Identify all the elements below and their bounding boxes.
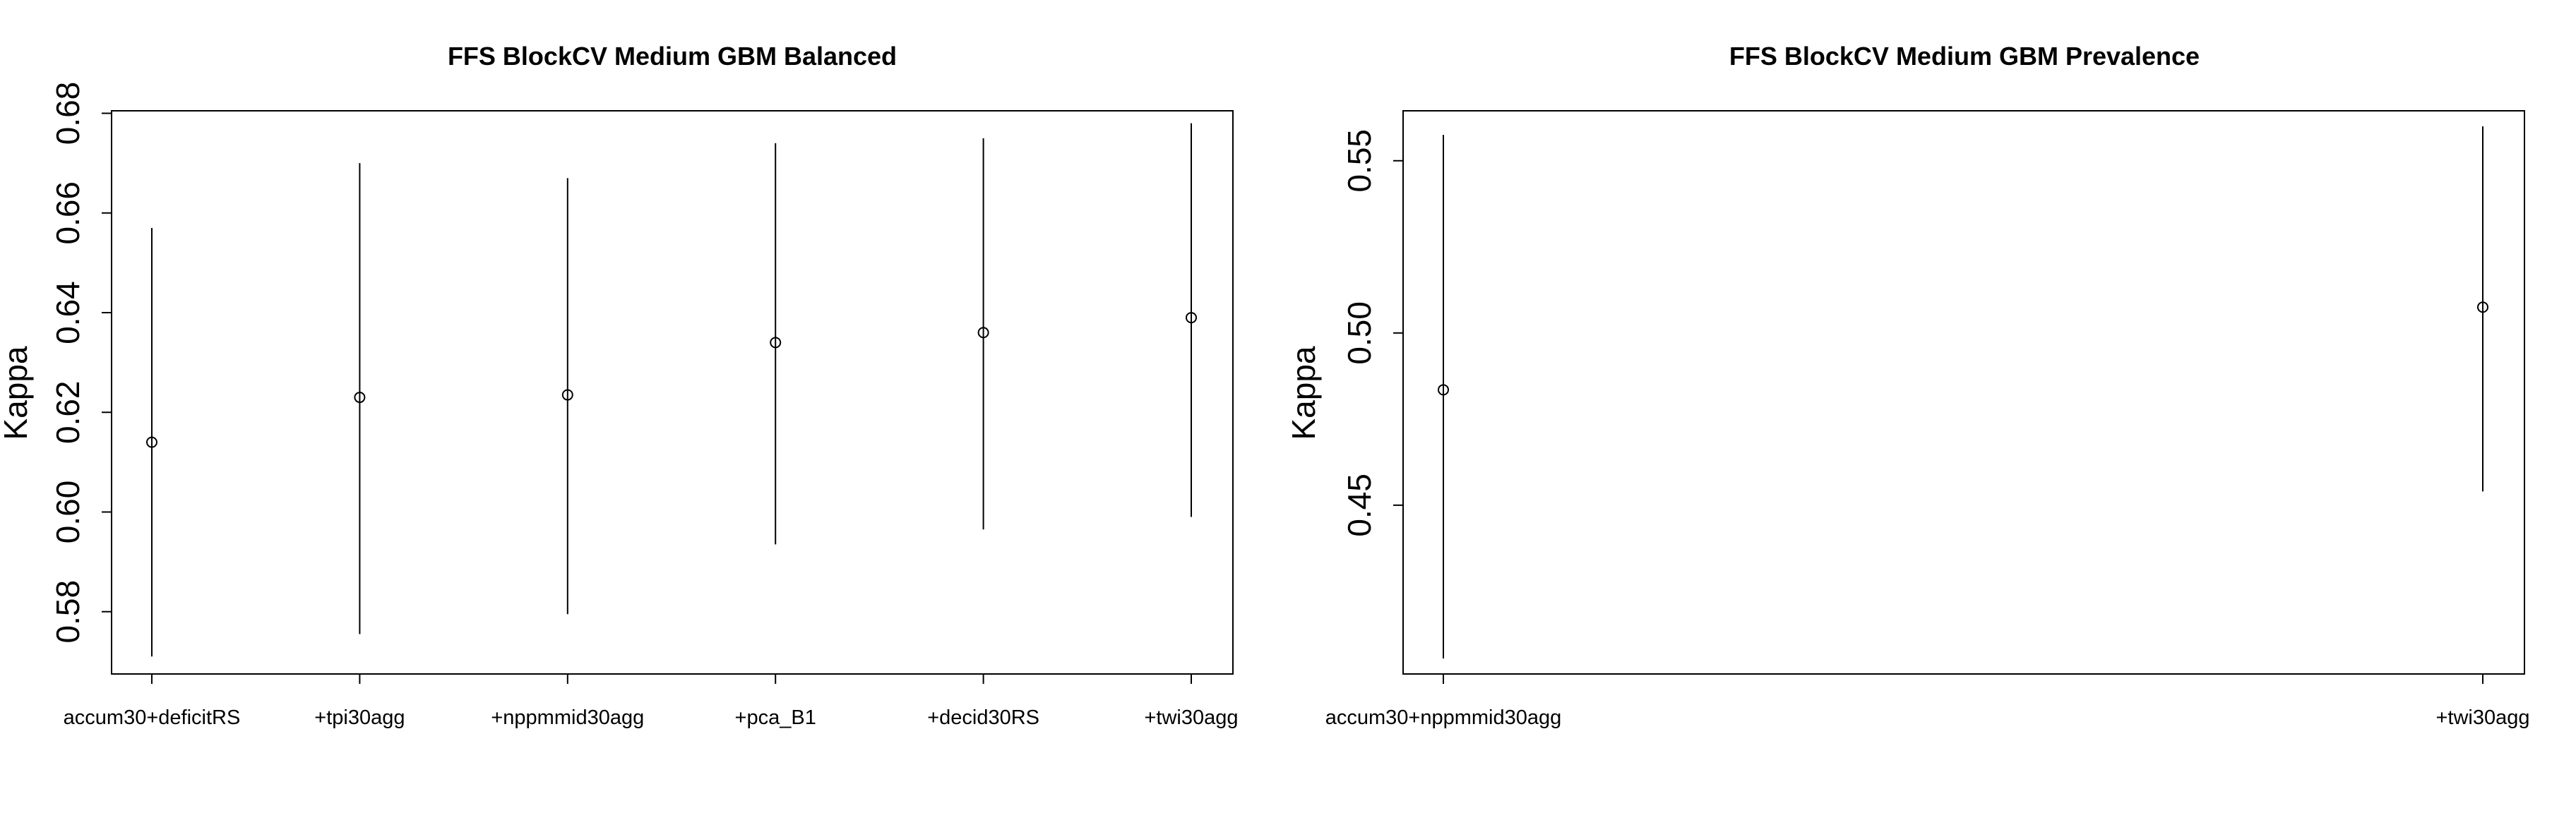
x-tick-label: +nppmmid30agg: [491, 706, 644, 729]
plot-marks: 0.45 0.50 0.55 accum30+nppmmid30agg +twi30ag…: [1325, 126, 2530, 729]
x-tick-label: +pca_B1: [735, 706, 816, 729]
x-tick-label: accum30+nppmmid30agg: [1325, 706, 1562, 729]
chart-title: FFS BlockCV Medium GBM Prevalence: [1729, 42, 2200, 71]
data-point: [561, 389, 573, 401]
chart-title: FFS BlockCV Medium GBM Balanced: [448, 42, 897, 71]
y-tick-label: 0.60: [49, 481, 86, 544]
data-point: [1438, 384, 1449, 396]
y-tick-label: 0.68: [49, 82, 86, 145]
chart-panel-balanced: FFS BlockCV Medium GBM Balanced Kappa 0.…: [0, 42, 1239, 729]
data-point: [354, 392, 366, 404]
plot-frame: [1402, 110, 2525, 675]
plot-frame: [111, 110, 1234, 675]
y-tick-label: 0.45: [1341, 474, 1378, 537]
y-tick-label: 0.58: [49, 580, 86, 644]
y-tick-label: 0.50: [1341, 301, 1378, 365]
y-tick-label: 0.66: [49, 181, 86, 245]
y-axis-label: Kappa: [1285, 346, 1322, 440]
x-tick-label: +decid30RS: [927, 706, 1039, 729]
plot-marks: 0.58 0.60 0.62 0.64 0.66 0.68 accum30+deficitR…: [49, 82, 1239, 729]
y-tick-label: 0.62: [49, 380, 86, 444]
y-tick-label: 0.55: [1341, 129, 1378, 193]
x-tick-label: accum30+deficitRS: [64, 706, 241, 729]
data-point: [2477, 301, 2488, 313]
x-tick-label: +twi30agg: [2435, 706, 2529, 729]
data-point: [770, 337, 782, 349]
data-point: [977, 327, 989, 339]
y-tick-label: 0.64: [49, 281, 86, 344]
data-point: [146, 436, 157, 448]
x-tick-label: +tpi30agg: [314, 706, 405, 729]
x-tick-label: +twi30agg: [1144, 706, 1238, 729]
data-point: [1186, 312, 1197, 324]
chart-panel-prevalence: FFS BlockCV Medium GBM Prevalence Kappa …: [1285, 42, 2530, 729]
y-axis-label: Kappa: [0, 346, 34, 440]
